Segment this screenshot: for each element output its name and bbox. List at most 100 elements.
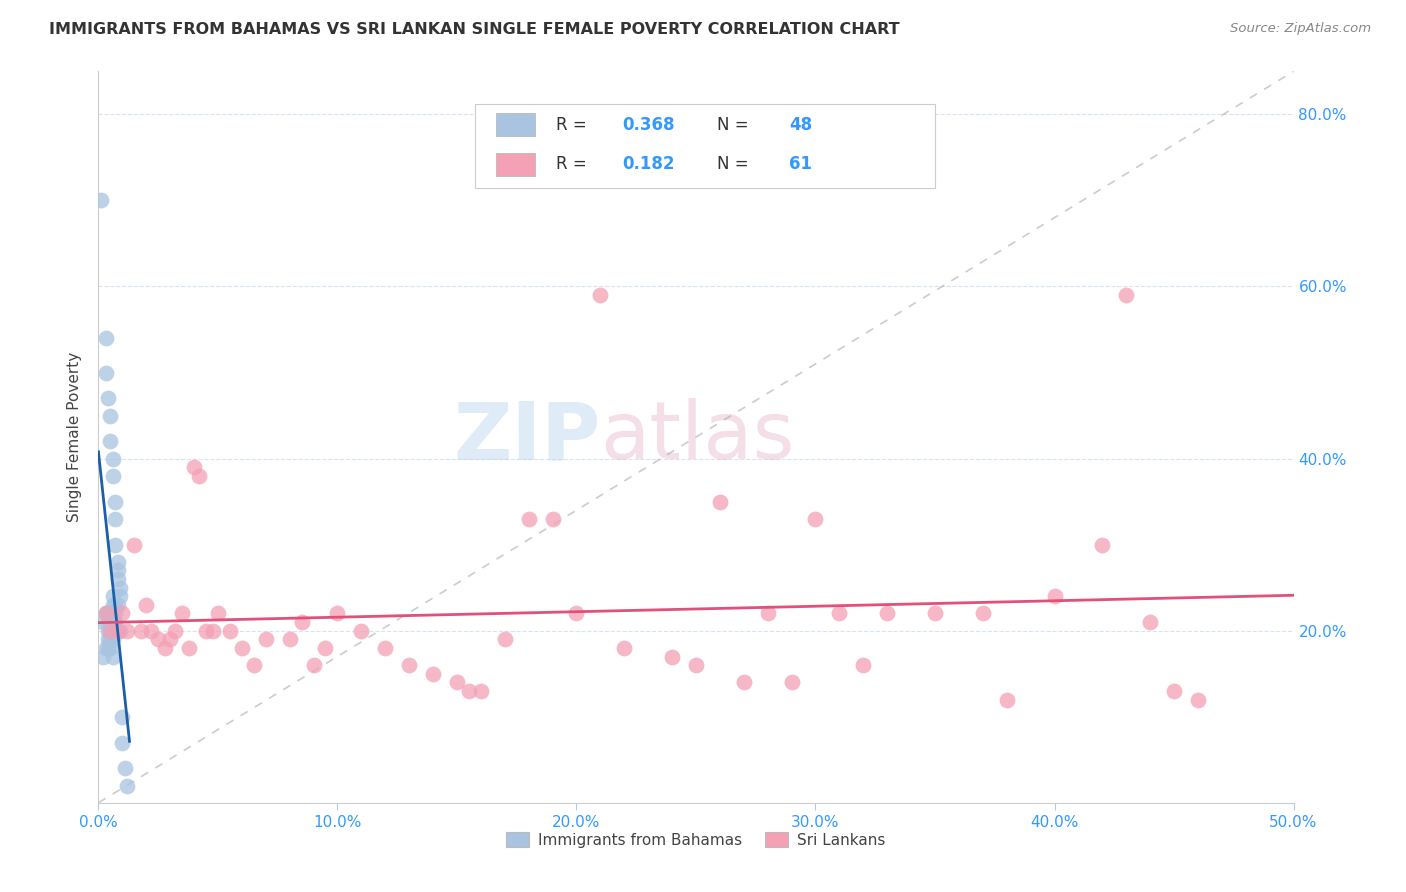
Point bbox=[494, 632, 516, 647]
Point bbox=[155, 640, 177, 655]
Point bbox=[90, 194, 112, 208]
Point bbox=[94, 640, 117, 655]
Point bbox=[828, 607, 851, 621]
Point bbox=[97, 607, 120, 621]
Point bbox=[104, 615, 127, 629]
Point bbox=[97, 615, 120, 629]
Point bbox=[148, 632, 170, 647]
Point bbox=[94, 366, 117, 380]
Point bbox=[733, 675, 755, 690]
Point bbox=[101, 624, 124, 638]
Point bbox=[254, 632, 277, 647]
Point bbox=[104, 624, 127, 638]
Point bbox=[231, 640, 253, 655]
Point bbox=[97, 392, 120, 406]
Point bbox=[107, 624, 129, 638]
Point bbox=[101, 451, 124, 466]
Point bbox=[98, 640, 122, 655]
Text: ZIP: ZIP bbox=[453, 398, 600, 476]
Point bbox=[613, 640, 636, 655]
Point bbox=[107, 555, 129, 569]
Point bbox=[1091, 538, 1114, 552]
Point bbox=[565, 607, 588, 621]
Point bbox=[94, 331, 117, 345]
Point bbox=[115, 624, 138, 638]
Point bbox=[104, 538, 127, 552]
Point bbox=[124, 538, 146, 552]
Point bbox=[924, 607, 946, 621]
Point bbox=[172, 607, 194, 621]
Point bbox=[202, 624, 225, 638]
Point bbox=[995, 692, 1018, 706]
Point bbox=[131, 624, 153, 638]
Point bbox=[104, 598, 127, 612]
Point bbox=[104, 494, 127, 508]
Point bbox=[101, 632, 124, 647]
Point bbox=[98, 632, 122, 647]
Y-axis label: Single Female Poverty: Single Female Poverty bbox=[67, 352, 83, 522]
Text: 61: 61 bbox=[789, 155, 813, 173]
Point bbox=[219, 624, 242, 638]
Point bbox=[91, 649, 114, 664]
Text: R =: R = bbox=[557, 116, 592, 134]
Point bbox=[187, 468, 209, 483]
FancyBboxPatch shape bbox=[475, 104, 935, 188]
Point bbox=[101, 589, 124, 603]
FancyBboxPatch shape bbox=[496, 153, 534, 176]
Point bbox=[398, 658, 420, 673]
Legend: Immigrants from Bahamas, Sri Lankans: Immigrants from Bahamas, Sri Lankans bbox=[501, 825, 891, 854]
Point bbox=[804, 512, 827, 526]
Text: N =: N = bbox=[717, 155, 755, 173]
Point bbox=[422, 666, 444, 681]
Point bbox=[852, 658, 875, 673]
Point bbox=[115, 779, 138, 793]
Point bbox=[98, 624, 122, 638]
Point bbox=[589, 288, 612, 302]
Point bbox=[470, 684, 492, 698]
FancyBboxPatch shape bbox=[496, 113, 534, 136]
Point bbox=[98, 434, 122, 449]
Text: 0.182: 0.182 bbox=[621, 155, 675, 173]
Point bbox=[1163, 684, 1185, 698]
Point bbox=[107, 598, 129, 612]
Point bbox=[291, 615, 314, 629]
Point bbox=[98, 624, 122, 638]
Point bbox=[350, 624, 373, 638]
Point bbox=[1043, 589, 1066, 603]
Point bbox=[661, 649, 683, 664]
Point bbox=[685, 658, 707, 673]
Point bbox=[101, 649, 124, 664]
Point bbox=[101, 598, 124, 612]
Point bbox=[108, 581, 131, 595]
Point bbox=[98, 607, 122, 621]
Text: Source: ZipAtlas.com: Source: ZipAtlas.com bbox=[1230, 22, 1371, 36]
Point bbox=[972, 607, 994, 621]
Point bbox=[446, 675, 468, 690]
Point bbox=[114, 761, 136, 775]
Point bbox=[243, 658, 266, 673]
Point bbox=[97, 624, 120, 638]
Point bbox=[163, 624, 186, 638]
Point bbox=[91, 615, 114, 629]
Point bbox=[104, 512, 127, 526]
Point bbox=[278, 632, 301, 647]
Point bbox=[101, 468, 124, 483]
Text: N =: N = bbox=[717, 116, 755, 134]
Point bbox=[94, 607, 117, 621]
Point bbox=[315, 640, 337, 655]
Point bbox=[541, 512, 564, 526]
Point bbox=[107, 572, 129, 586]
Point bbox=[98, 615, 122, 629]
Point bbox=[94, 607, 117, 621]
Point bbox=[107, 624, 129, 638]
Point bbox=[107, 564, 129, 578]
Point bbox=[326, 607, 349, 621]
Point bbox=[108, 589, 131, 603]
Point bbox=[111, 607, 134, 621]
Point bbox=[183, 460, 205, 475]
Point bbox=[97, 632, 120, 647]
Point bbox=[101, 607, 124, 621]
Point bbox=[159, 632, 181, 647]
Point bbox=[709, 494, 731, 508]
Point bbox=[139, 624, 162, 638]
